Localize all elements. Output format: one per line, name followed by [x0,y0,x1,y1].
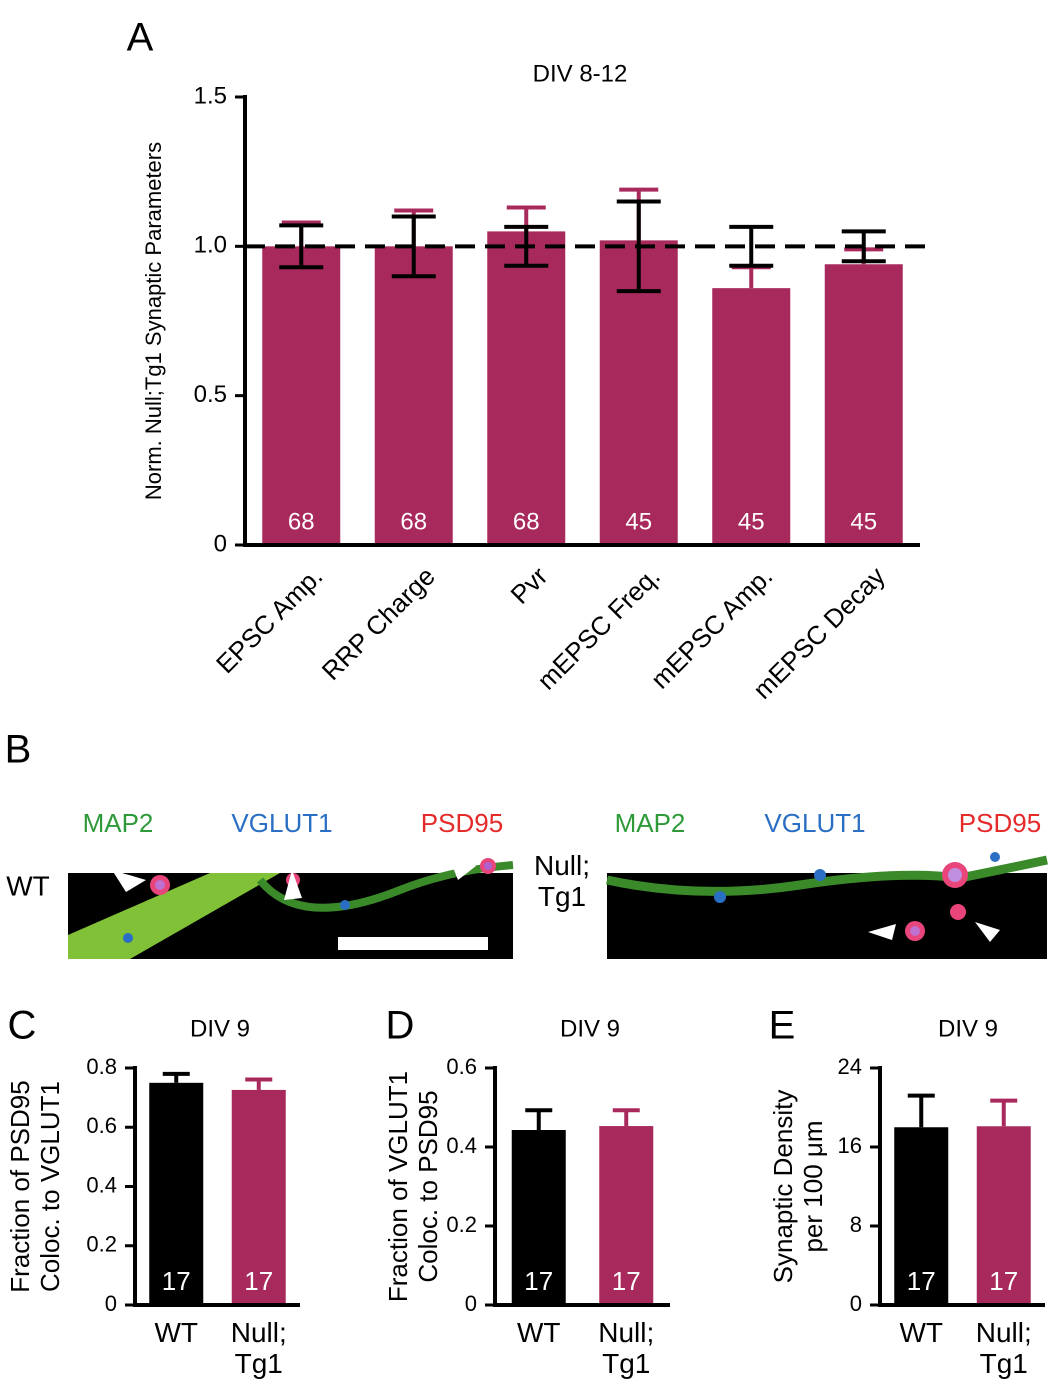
channel-label: PSD95 [959,808,1041,838]
row-label: Null; Tg1 [533,850,590,913]
n-label: 68 [288,508,315,535]
bar [894,1127,949,1305]
y-axis-label: Fraction of VGLUT1 [383,1071,413,1302]
channel-label: MAP2 [83,808,154,838]
y-tick-label: 1.0 [194,232,227,259]
n-label: 45 [850,508,877,535]
x-tick-label: WT [899,1317,944,1348]
n-label: 45 [625,508,652,535]
y-axis-label: Coloc. to VGLUT1 [35,1081,65,1292]
y-axis-label: per 100 μm [798,1120,828,1252]
y-axis-label: Coloc. to PSD95 [413,1090,443,1282]
x-tick-label: WT [154,1317,199,1348]
y-tick-label: 0.2 [86,1232,117,1257]
bar [231,1089,286,1305]
panel-label: D [386,1004,415,1048]
n-label: 17 [907,1266,936,1296]
bar [824,264,903,545]
bar [262,246,341,546]
bar [599,1126,654,1305]
x-tick-label: Null; Tg1 [975,1317,1032,1380]
bar [712,288,791,545]
y-tick-label: 0 [214,530,227,557]
y-tick-label: 24 [838,1054,862,1079]
channel-label: MAP2 [615,808,686,838]
panel-label: C [8,1004,37,1048]
bar [374,246,453,546]
y-tick-label: 0 [105,1291,117,1316]
x-tick-label: RRP Charge [316,561,441,686]
y-tick-label: 1.5 [194,82,227,109]
n-label: 17 [524,1266,553,1296]
y-axis-label: Fraction of PSD95 [5,1080,35,1292]
channel-label: VGLUT1 [231,808,332,838]
y-tick-label: 0 [465,1291,477,1316]
y-axis-label: Norm. Null;Tg1 Synaptic Parameters [141,142,166,500]
bar [511,1130,566,1305]
n-label: 17 [244,1266,273,1296]
y-tick-label: 16 [838,1133,862,1158]
y-tick-label: 0.4 [446,1133,477,1158]
n-label: 68 [400,508,427,535]
x-tick-label: Null; Tg1 [230,1317,287,1380]
x-tick-label: Pvr [505,561,554,610]
chart-title: DIV 9 [938,1015,998,1042]
n-label: 17 [162,1266,191,1296]
x-tick-label: EPSC Amp. [210,561,328,679]
channel-label: VGLUT1 [764,808,865,838]
micrograph-wt [68,855,514,959]
y-tick-label: 0.5 [194,381,227,408]
bar [149,1082,204,1305]
chart-title: DIV 9 [560,1015,620,1042]
n-label: 17 [612,1266,641,1296]
panel-label: A [127,16,154,60]
n-label: 68 [513,508,540,535]
panel-label: B [5,728,32,772]
channel-label: PSD95 [421,808,503,838]
row-label: WT [6,870,50,901]
x-tick-label: WT [516,1317,561,1348]
chart-title: DIV 8-12 [533,60,628,87]
chart-title: DIV 9 [190,1015,250,1042]
x-tick-label: Null; Tg1 [598,1317,655,1380]
y-tick-label: 0.6 [86,1113,117,1138]
micrograph-null-tg1 [606,840,1048,959]
bar [487,231,566,545]
y-axis-label: Synaptic Density [768,1090,798,1284]
n-label: 17 [989,1266,1018,1296]
bar [976,1126,1031,1305]
y-tick-label: 0.6 [446,1054,477,1079]
y-tick-label: 8 [850,1212,862,1237]
n-label: 45 [738,508,765,535]
panel-label: E [769,1004,796,1048]
y-tick-label: 0.8 [86,1054,117,1079]
y-tick-label: 0.2 [446,1212,477,1237]
y-tick-label: 0 [850,1291,862,1316]
y-tick-label: 0.4 [86,1172,117,1197]
